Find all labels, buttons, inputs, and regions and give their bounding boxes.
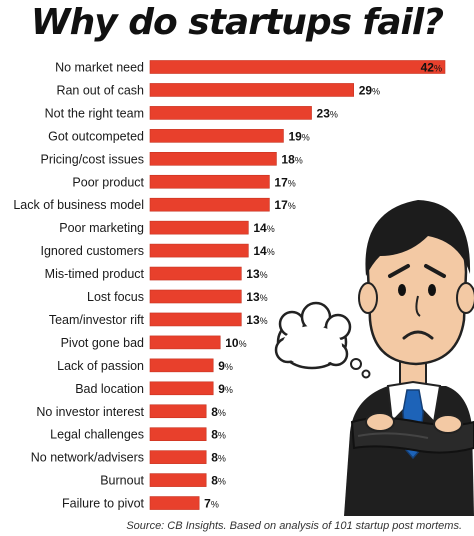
bar <box>149 404 207 419</box>
value-label: 17% <box>274 175 295 189</box>
value-label: 9% <box>218 382 233 396</box>
category-label: Not the right team <box>45 106 144 120</box>
category-label: Mis-timed product <box>45 267 145 281</box>
category-label: Team/investor rift <box>49 313 145 327</box>
bar <box>149 473 207 487</box>
bar <box>149 60 446 74</box>
category-label: Lack of passion <box>57 359 144 373</box>
value-label: 8% <box>211 474 226 488</box>
value-label: 8% <box>211 405 226 419</box>
category-label: Failure to pivot <box>62 497 145 511</box>
category-label: Poor product <box>72 175 144 189</box>
thought-bubble-icon <box>274 301 371 379</box>
bar <box>149 220 249 235</box>
value-label: 14% <box>253 221 274 235</box>
value-label: 42% <box>421 61 442 75</box>
value-label: 7% <box>204 497 219 511</box>
bar <box>149 106 312 120</box>
category-label: Burnout <box>100 474 144 488</box>
value-label: 13% <box>246 290 267 304</box>
value-label: 8% <box>211 451 226 465</box>
bar <box>149 266 242 281</box>
bar <box>149 83 354 97</box>
bar <box>149 174 270 189</box>
bar <box>149 381 214 396</box>
value-label: 9% <box>218 359 233 373</box>
value-label: 19% <box>288 129 309 143</box>
bar <box>149 312 242 327</box>
bar <box>149 335 221 350</box>
bar <box>149 289 242 304</box>
category-label: Pricing/cost issues <box>40 152 144 166</box>
bar <box>149 129 284 143</box>
bar <box>149 496 200 510</box>
bar <box>149 450 207 464</box>
category-label: Bad location <box>75 382 144 396</box>
value-label: 13% <box>246 267 267 281</box>
category-label: Lack of business model <box>13 198 144 212</box>
category-label: Got outcompeted <box>48 129 144 143</box>
value-label: 17% <box>274 198 295 212</box>
category-label: No network/advisers <box>31 451 144 465</box>
category-label: Poor marketing <box>59 221 144 235</box>
value-label: 23% <box>317 106 338 120</box>
bar <box>149 358 214 373</box>
chart-title: Why do startups fail? <box>30 2 444 43</box>
value-label: 13% <box>246 313 267 327</box>
source-note: Source: CB Insights. Based on analysis o… <box>126 520 462 532</box>
category-label: Pivot gone bad <box>61 336 144 350</box>
category-label: No investor interest <box>36 405 144 419</box>
category-label: Ignored customers <box>40 244 144 258</box>
bar <box>149 197 270 212</box>
value-label: 14% <box>253 244 274 258</box>
bar <box>149 152 277 166</box>
value-label: 10% <box>225 336 246 350</box>
value-label: 8% <box>211 428 226 442</box>
category-label: Lost focus <box>87 290 144 304</box>
category-label: Ran out of cash <box>56 83 144 97</box>
bar <box>149 243 249 258</box>
category-label: No market need <box>55 61 144 75</box>
worried-businessman-icon <box>274 200 474 516</box>
value-label: 29% <box>359 83 380 97</box>
bar <box>149 427 207 442</box>
value-label: 18% <box>281 152 302 166</box>
category-label: Legal challenges <box>50 428 144 442</box>
